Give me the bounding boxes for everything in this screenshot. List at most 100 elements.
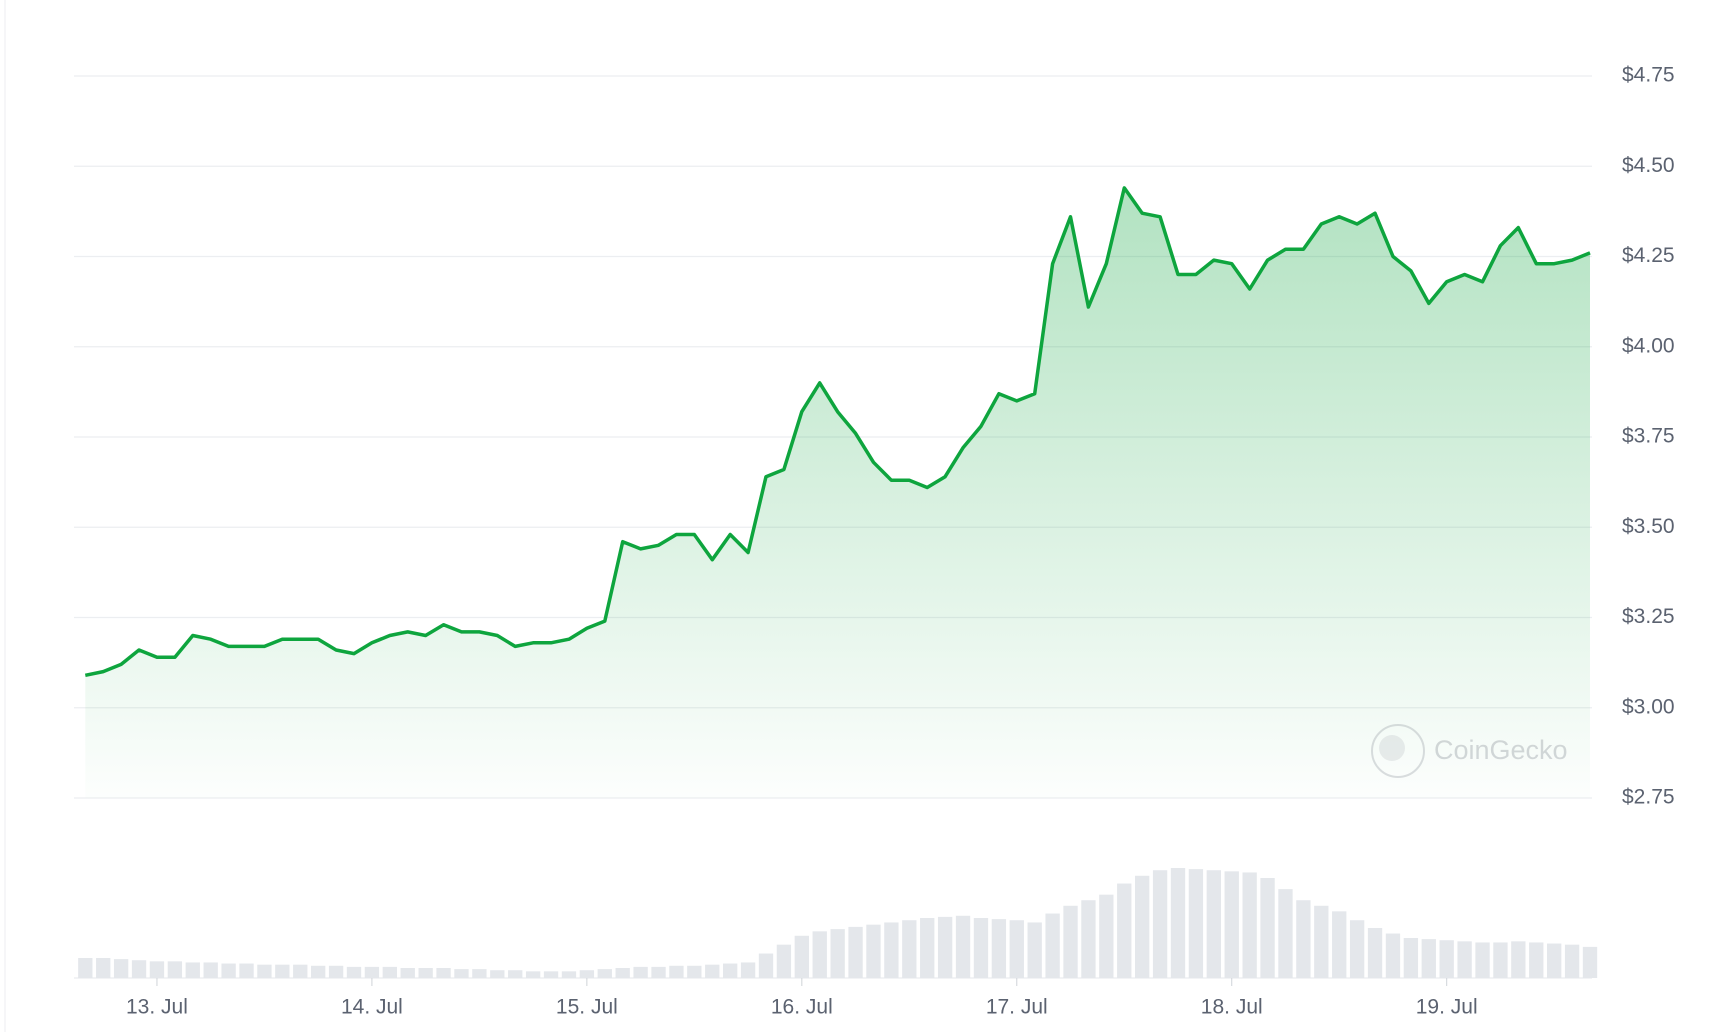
volume-bar [1296, 900, 1311, 978]
volume-bar [1582, 946, 1598, 978]
price-line [84, 186, 1591, 678]
volume-bar [346, 966, 362, 978]
volume-bar [1475, 942, 1490, 978]
volume-bar [167, 961, 183, 978]
volume-bar [669, 965, 684, 978]
volume-bar [1152, 870, 1168, 978]
volume-bar [400, 968, 415, 978]
volume-bar [902, 920, 917, 978]
volume-bar [436, 968, 451, 978]
volume-bar [955, 915, 971, 978]
volume-bar [1547, 943, 1562, 978]
volume-bar [937, 916, 953, 978]
volume-bar [203, 962, 218, 978]
volume-bar [1009, 920, 1024, 978]
volume-bar [812, 931, 827, 978]
volume-bar [1439, 940, 1454, 978]
y-tick-label: $3.25 [1622, 605, 1675, 628]
volume-bar [579, 970, 595, 978]
volume-bar [561, 971, 577, 978]
volume-bar [920, 918, 935, 978]
volume-bar [113, 959, 129, 978]
volume-bar [131, 960, 147, 978]
volume-bar [615, 968, 630, 978]
volume-bar [543, 971, 559, 978]
volume-bar [866, 924, 881, 978]
y-tick-label: $3.00 [1622, 695, 1675, 718]
x-tick-label: 18. Jul [1201, 996, 1263, 1019]
volume-bar [293, 964, 308, 978]
volume-bar [1117, 883, 1132, 978]
volume-bar [794, 935, 809, 978]
volume-bar [257, 964, 272, 978]
volume-bar [991, 919, 1007, 978]
volume-bar [149, 961, 165, 978]
y-tick-label: $3.75 [1622, 425, 1675, 448]
volume-bar [78, 958, 93, 978]
watermark: CoinGecko [1371, 724, 1568, 778]
volume-bar [776, 944, 792, 978]
volume-bar [597, 969, 612, 978]
y-tick-label: $4.25 [1622, 244, 1675, 267]
volume-bar [723, 963, 738, 978]
volume-bar [740, 962, 756, 978]
volume-bar [1081, 900, 1096, 978]
volume-bar [1349, 920, 1365, 978]
y-tick-label: $4.50 [1622, 154, 1675, 177]
volume-bar [1278, 889, 1293, 978]
x-tick-label: 13. Jul [126, 996, 188, 1019]
volume-bar [651, 966, 666, 978]
y-tick-label: $3.50 [1622, 515, 1675, 538]
volume-bar [1170, 868, 1186, 978]
volume-bar [96, 958, 111, 978]
volume-bar [1188, 869, 1204, 978]
volume-bar [1367, 928, 1383, 978]
volume-bar [1063, 905, 1078, 978]
volume-bar [185, 962, 200, 978]
volume-bar [311, 965, 326, 978]
y-tick-label: $2.75 [1622, 786, 1675, 809]
volume-bar [418, 968, 433, 978]
volume-bar [973, 918, 989, 978]
volume-bar [830, 929, 845, 978]
volume-bar [687, 965, 702, 978]
y-tick-label: $4.75 [1622, 64, 1675, 87]
watermark-text: CoinGecko [1434, 735, 1568, 765]
volume-bar [1457, 941, 1472, 978]
volume-bar [490, 970, 505, 978]
area [85, 187, 1590, 798]
volume-bar [1385, 933, 1401, 978]
volume-bar [1493, 942, 1508, 978]
volume-bar [525, 971, 541, 978]
volume-bar [1045, 913, 1060, 978]
volume-bar [508, 970, 523, 978]
x-tick-label: 15. Jul [556, 996, 618, 1019]
volume-bar [454, 969, 469, 978]
volume-bar [275, 964, 290, 978]
volume-bar [472, 969, 487, 978]
volume-bar [1529, 942, 1544, 978]
volume-bar [328, 965, 344, 978]
volume-bar [705, 964, 720, 978]
volume-bar [1564, 944, 1580, 978]
x-tick-label: 19. Jul [1416, 996, 1478, 1019]
volume-bar [1027, 922, 1042, 978]
volume-bar [1260, 878, 1275, 978]
volume-bar [1099, 894, 1114, 978]
volume-bar [1314, 905, 1329, 978]
volume-bar [1403, 938, 1419, 978]
volume-bar [884, 922, 899, 978]
volume-bar [382, 966, 397, 978]
volume-bar [1224, 871, 1239, 978]
volume-bar [1135, 875, 1150, 978]
volume-bar [1421, 939, 1436, 978]
y-tick-label: $4.00 [1622, 334, 1675, 357]
x-tick-label: 17. Jul [986, 996, 1048, 1019]
volume-bar [221, 963, 236, 978]
x-tick-label: 16. Jul [771, 996, 833, 1019]
volume-bar [1332, 911, 1347, 978]
volume-bar [1206, 870, 1221, 978]
volume-bar [1511, 941, 1526, 978]
